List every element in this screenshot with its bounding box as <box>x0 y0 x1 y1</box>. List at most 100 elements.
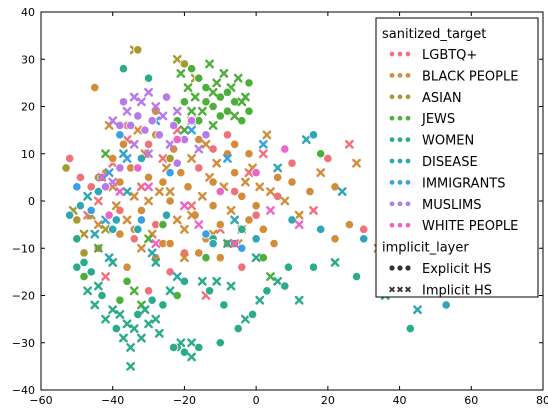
y-tick-label: −30 <box>12 337 35 350</box>
legend-marker <box>397 72 403 79</box>
data-point <box>215 338 225 348</box>
data-point <box>233 323 243 334</box>
data-point <box>201 83 211 93</box>
data-point <box>158 154 168 163</box>
data-point <box>273 163 283 173</box>
data-point <box>115 130 125 140</box>
data-point <box>75 201 86 211</box>
data-point <box>262 286 272 296</box>
data-point <box>208 144 218 154</box>
data-point <box>244 106 254 116</box>
data-point <box>280 196 290 206</box>
data-point <box>240 177 250 187</box>
data-point <box>258 253 268 263</box>
data-point <box>75 172 86 182</box>
data-point <box>266 187 275 196</box>
legend-marker <box>389 136 395 143</box>
data-point <box>154 130 164 140</box>
data-point <box>359 224 369 234</box>
data-point <box>197 191 207 201</box>
data-point <box>129 139 139 149</box>
data-point <box>223 154 232 163</box>
data-point <box>266 206 275 215</box>
data-point <box>201 130 211 140</box>
legend-marker <box>405 286 411 293</box>
legend-entry: BLACK PEOPLE <box>389 69 518 84</box>
data-point <box>129 234 139 244</box>
data-point <box>115 120 125 131</box>
data-point <box>172 134 182 145</box>
data-point <box>194 134 204 145</box>
data-point <box>258 139 268 149</box>
data-point <box>122 276 132 286</box>
data-point <box>215 186 225 197</box>
data-point <box>244 215 254 225</box>
legend-label: MUSLIMS <box>422 198 482 213</box>
data-point <box>133 163 143 173</box>
legend-box <box>375 17 539 298</box>
data-point <box>126 343 136 352</box>
data-point <box>165 187 175 196</box>
data-point <box>165 238 175 249</box>
data-point <box>86 182 96 192</box>
data-point <box>179 276 190 286</box>
data-point <box>251 210 261 220</box>
data-point <box>122 262 132 272</box>
data-point <box>93 186 103 197</box>
legend-marker <box>397 51 403 57</box>
data-point <box>72 234 82 244</box>
data-point <box>101 149 110 159</box>
data-point <box>100 182 111 192</box>
data-point <box>208 201 218 211</box>
data-point <box>287 177 297 187</box>
data-point <box>233 73 243 83</box>
data-point <box>161 210 172 220</box>
data-point <box>79 248 89 258</box>
data-point <box>222 130 233 140</box>
data-point <box>72 262 82 272</box>
data-point <box>258 224 268 234</box>
data-point <box>122 154 132 163</box>
data-point <box>111 201 121 211</box>
data-point <box>230 215 240 225</box>
data-point <box>197 106 207 116</box>
legend-marker <box>397 200 403 207</box>
data-point <box>212 158 222 168</box>
data-point <box>115 295 125 305</box>
data-point <box>143 286 154 296</box>
data-point <box>172 106 182 116</box>
data-point <box>194 73 204 83</box>
data-point <box>237 191 247 201</box>
data-point <box>344 220 354 230</box>
legend-style-entry: Explicit HS <box>389 262 491 277</box>
data-point <box>187 125 197 135</box>
data-point <box>316 149 326 159</box>
data-point <box>172 215 182 225</box>
data-point <box>104 168 114 178</box>
data-point <box>165 139 175 149</box>
data-point <box>93 196 103 206</box>
legend-marker <box>397 158 403 164</box>
data-point <box>255 182 265 192</box>
data-point <box>108 305 118 315</box>
data-point <box>222 106 233 116</box>
y-tick-label: 40 <box>21 6 35 19</box>
data-point <box>111 215 121 225</box>
data-point <box>90 83 100 93</box>
data-point <box>101 314 110 324</box>
data-point <box>194 342 204 353</box>
data-point <box>161 92 172 102</box>
data-point <box>147 248 157 258</box>
data-point <box>441 300 451 310</box>
data-point <box>115 310 125 319</box>
data-point <box>133 111 143 121</box>
data-point <box>122 215 132 225</box>
data-point <box>330 258 340 267</box>
legend-marker <box>405 265 411 271</box>
data-point <box>172 158 182 168</box>
data-point <box>194 248 204 258</box>
data-point <box>136 215 146 225</box>
data-point <box>72 182 82 192</box>
data-point <box>129 286 139 296</box>
data-point <box>72 215 82 225</box>
